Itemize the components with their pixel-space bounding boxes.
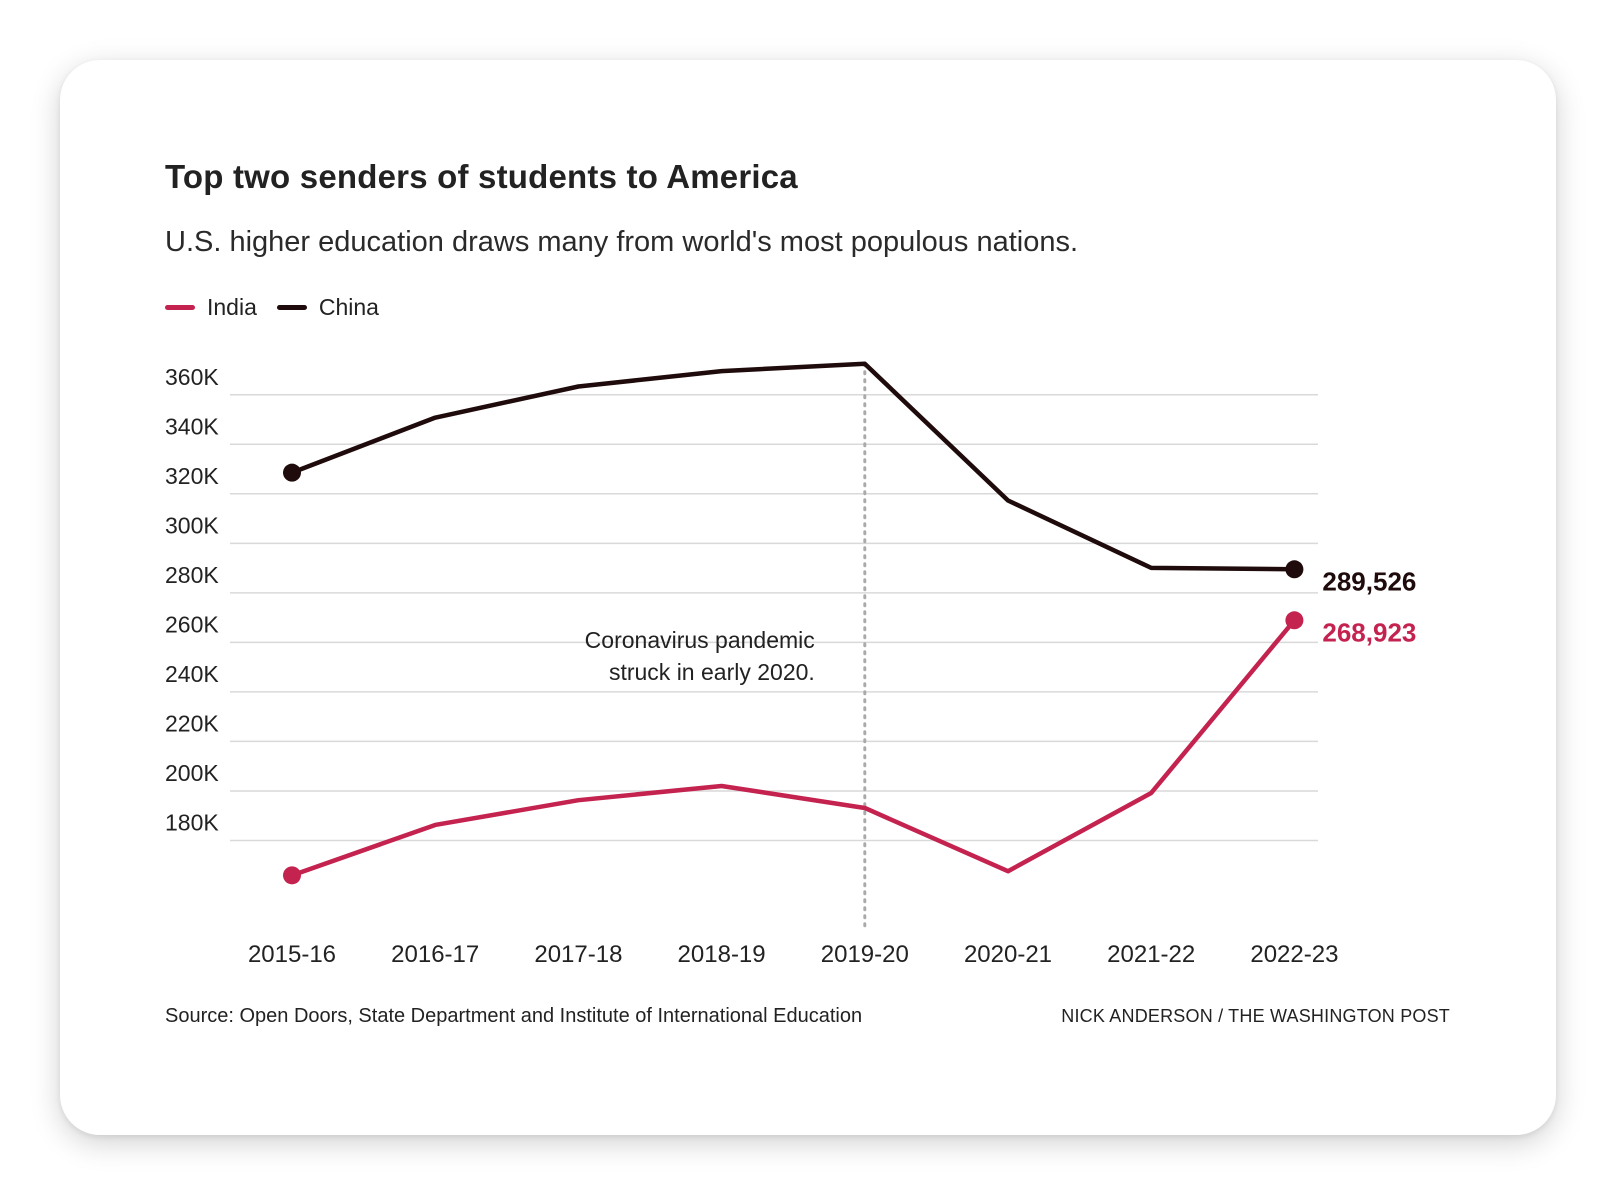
annotation-text-line2: struck in early 2020. — [609, 659, 815, 685]
series-line-china — [289, 361, 1297, 572]
annotation-text-line1: Coronavirus pandemic — [585, 627, 815, 653]
y-tick-label: 360K — [165, 364, 219, 390]
legend-item-china: China — [276, 294, 379, 321]
series-point-start-china — [283, 463, 301, 482]
x-tick-label: 2018-19 — [678, 941, 766, 968]
x-tick-label: 2021-22 — [1107, 941, 1195, 968]
legend-swatch-india — [165, 305, 195, 310]
series-point-end-india — [1285, 611, 1304, 630]
series-point-end-china — [1285, 560, 1304, 579]
end-label-china: 289,526 — [1322, 566, 1416, 596]
chart-title: Top two senders of students to America — [165, 158, 798, 195]
legend-label-china: China — [318, 294, 379, 320]
source-note: Source: Open Doors, State Department and… — [165, 1005, 863, 1027]
legend-label-india: India — [207, 294, 257, 320]
chart-card — [60, 60, 1556, 1135]
legend-swatch-china — [276, 305, 307, 310]
y-tick-label: 220K — [165, 710, 219, 736]
y-tick-label: 260K — [165, 611, 219, 637]
credit-line: NICK ANDERSON / THE WASHINGTON POST — [1061, 1006, 1450, 1026]
y-tick-label: 340K — [165, 413, 219, 439]
x-tick-label: 2015-16 — [248, 941, 336, 968]
x-tick-label: 2020-21 — [964, 941, 1052, 968]
x-tick-label: 2017-18 — [534, 941, 622, 968]
series-point-start-india — [283, 866, 301, 885]
legend-item-india: India — [165, 294, 257, 321]
x-tick-label: 2019-20 — [821, 941, 909, 968]
y-tick-label: 180K — [165, 809, 219, 835]
y-tick-label: 320K — [165, 463, 219, 489]
legend: India China — [165, 294, 399, 321]
chart-subtitle: U.S. higher education draws many from wo… — [165, 226, 1079, 258]
end-label-india: 268,923 — [1322, 617, 1416, 647]
x-tick-label: 2016-17 — [391, 941, 479, 968]
y-tick-label: 280K — [165, 562, 219, 588]
x-tick-label: 2022-23 — [1250, 941, 1338, 968]
y-tick-label: 240K — [165, 661, 219, 687]
y-tick-label: 300K — [165, 512, 219, 538]
y-tick-label: 200K — [165, 760, 219, 786]
series-line-india — [289, 618, 1297, 878]
